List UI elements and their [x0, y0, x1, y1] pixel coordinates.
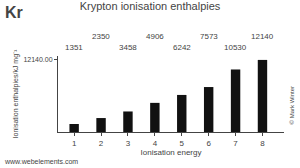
svg-text:3: 3	[126, 139, 131, 148]
svg-text:Krypton ionisation enthalpies: Krypton ionisation enthalpies	[80, 0, 221, 12]
svg-text:7: 7	[233, 139, 238, 148]
svg-text:2: 2	[99, 139, 104, 148]
svg-text:1351: 1351	[65, 43, 83, 52]
svg-text:3458: 3458	[119, 43, 137, 52]
svg-text:2350: 2350	[92, 32, 110, 41]
svg-text:5: 5	[180, 139, 185, 148]
svg-text:© Mark Winter: © Mark Winter	[289, 86, 295, 124]
svg-text:1: 1	[72, 139, 77, 148]
svg-text:4906: 4906	[146, 32, 164, 41]
svg-text:8: 8	[260, 139, 265, 148]
svg-text:4: 4	[153, 139, 158, 148]
svg-text:12140.00: 12140.00	[23, 56, 52, 63]
svg-text:7573: 7573	[200, 32, 218, 41]
svg-text:Kr: Kr	[5, 4, 23, 21]
svg-text:Ionisation enthalpies/kJ mg⁻¹: Ionisation enthalpies/kJ mg⁻¹	[12, 49, 20, 138]
svg-text:6242: 6242	[173, 43, 191, 52]
svg-text:12140: 12140	[251, 32, 274, 41]
svg-text:Ionisation energy: Ionisation energy	[141, 148, 202, 157]
svg-text:10530: 10530	[224, 43, 247, 52]
svg-text:www.webelements.com: www.webelements.com	[4, 158, 78, 165]
svg-text:6: 6	[206, 139, 211, 148]
